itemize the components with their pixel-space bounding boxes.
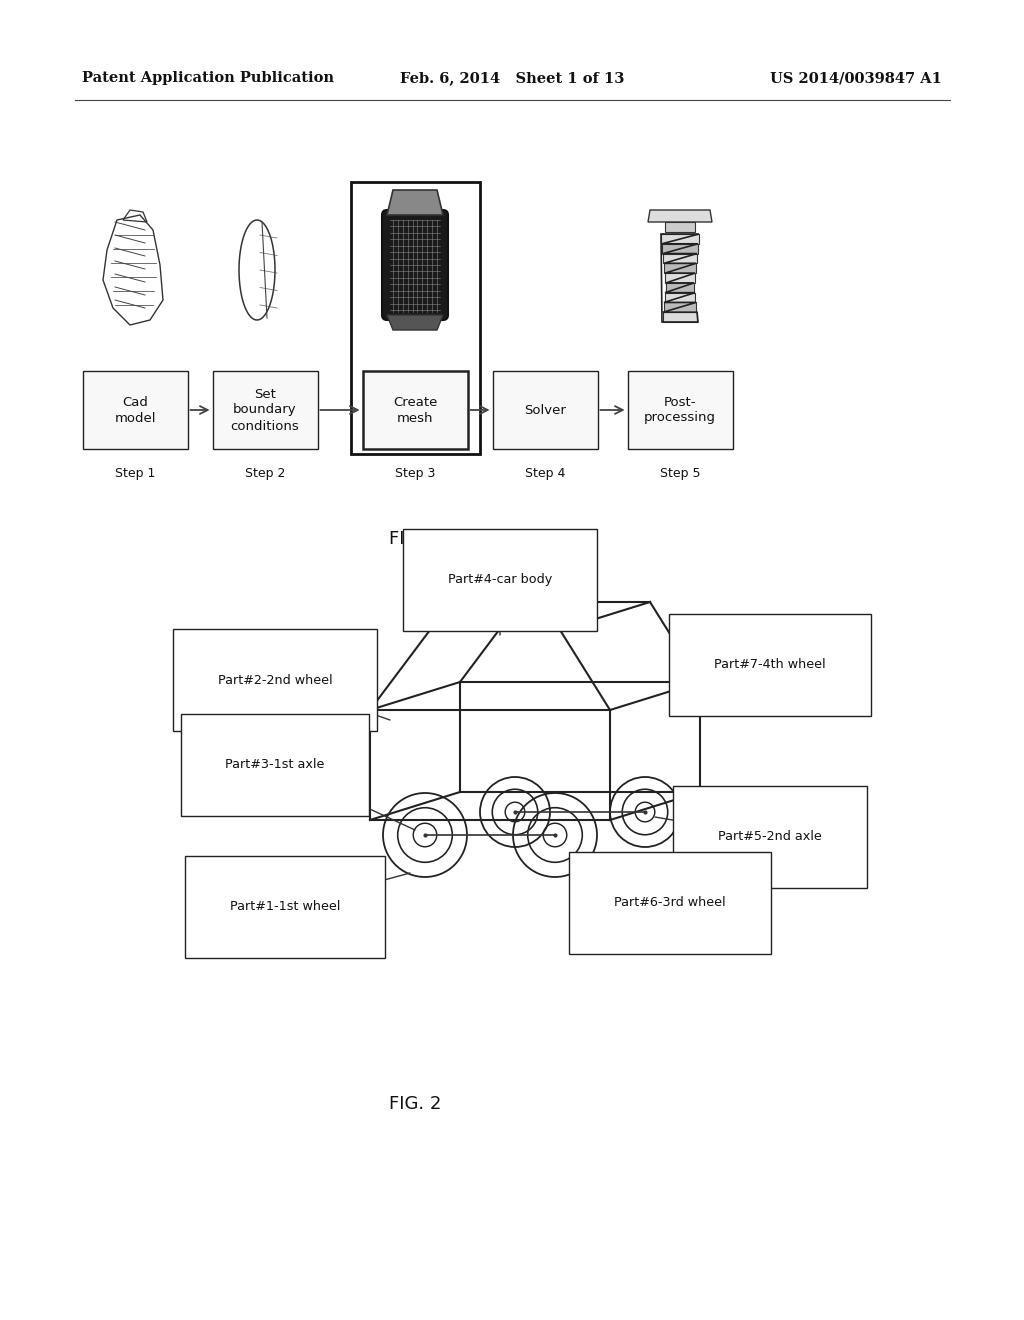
Text: Post-
processing: Post- processing bbox=[644, 396, 716, 425]
Bar bbox=[628, 371, 732, 449]
Text: Set
boundary
conditions: Set boundary conditions bbox=[230, 388, 299, 433]
Bar bbox=[362, 371, 468, 449]
Bar bbox=[213, 371, 317, 449]
Polygon shape bbox=[664, 263, 696, 273]
Text: FIG. 1: FIG. 1 bbox=[389, 531, 441, 548]
Text: Part#3-1st axle: Part#3-1st axle bbox=[225, 759, 415, 830]
Polygon shape bbox=[663, 313, 697, 322]
Polygon shape bbox=[662, 234, 699, 244]
Text: Step 3: Step 3 bbox=[395, 467, 435, 480]
Text: US 2014/0039847 A1: US 2014/0039847 A1 bbox=[770, 71, 942, 84]
Polygon shape bbox=[387, 190, 443, 215]
Polygon shape bbox=[665, 273, 695, 282]
Text: Part#1-1st wheel: Part#1-1st wheel bbox=[229, 873, 410, 913]
Polygon shape bbox=[387, 315, 443, 330]
Polygon shape bbox=[648, 210, 712, 222]
Text: Solver: Solver bbox=[524, 404, 566, 417]
Text: Part#7-4th wheel: Part#7-4th wheel bbox=[685, 659, 825, 696]
Bar bbox=[83, 371, 187, 449]
Text: Part#6-3rd wheel: Part#6-3rd wheel bbox=[575, 870, 726, 909]
Polygon shape bbox=[665, 222, 695, 232]
Text: Step 2: Step 2 bbox=[245, 467, 286, 480]
Text: Step 4: Step 4 bbox=[525, 467, 565, 480]
Polygon shape bbox=[662, 244, 698, 253]
Text: Part#4-car body: Part#4-car body bbox=[447, 573, 552, 635]
Text: Part#2-2nd wheel: Part#2-2nd wheel bbox=[218, 673, 390, 719]
Bar bbox=[493, 371, 597, 449]
Text: Step 1: Step 1 bbox=[115, 467, 156, 480]
Polygon shape bbox=[664, 302, 696, 313]
Text: Feb. 6, 2014   Sheet 1 of 13: Feb. 6, 2014 Sheet 1 of 13 bbox=[399, 71, 625, 84]
Polygon shape bbox=[663, 253, 697, 263]
FancyBboxPatch shape bbox=[382, 210, 449, 319]
Text: Part#5-2nd axle: Part#5-2nd axle bbox=[655, 817, 822, 843]
Text: FIG. 2: FIG. 2 bbox=[389, 1096, 441, 1113]
Text: Cad
model: Cad model bbox=[115, 396, 156, 425]
Text: Create
mesh: Create mesh bbox=[393, 396, 437, 425]
Bar bbox=[350, 182, 479, 454]
Polygon shape bbox=[665, 293, 695, 302]
Text: Step 5: Step 5 bbox=[659, 467, 700, 480]
Text: Patent Application Publication: Patent Application Publication bbox=[82, 71, 334, 84]
Polygon shape bbox=[666, 282, 694, 293]
